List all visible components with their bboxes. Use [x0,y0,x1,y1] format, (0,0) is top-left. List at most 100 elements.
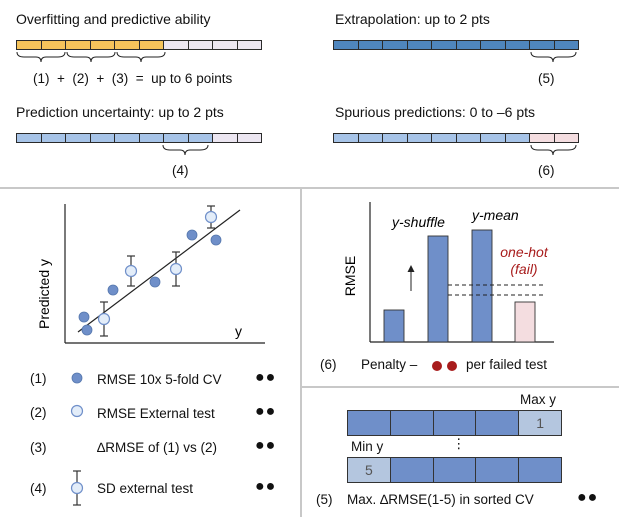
brace-4 [162,144,209,156]
fold-segment [188,134,213,142]
legend-text-2: RMSE External test [97,406,215,421]
legend-num-1: (1) [30,371,47,386]
red-dots-icon [432,361,457,371]
fit-line [77,209,241,333]
fold-segment [66,134,91,142]
fold-segment [41,134,66,142]
penalty-num: (6) [320,357,337,372]
points-indicator: ●● [255,437,277,454]
fold-segment [383,41,408,49]
uncertainty-title: Prediction uncertainty: up to 2 pts [16,104,224,120]
fold-segment [407,134,432,142]
fold-segment [505,134,530,142]
dark-point [149,276,161,288]
points-indicator: ●● [255,369,277,386]
overfitting-formula: (1) + (2) + (3) = up to 6 points [33,71,233,86]
fold-segment [554,41,578,49]
cv-caption-text: Max. ∆RMSE(1-5) in sorted CV [347,492,534,507]
fold-segment [41,41,66,49]
cv-fold [390,411,434,435]
extrapolation-brace [530,51,577,63]
penalty-text: Penalty – [361,357,418,372]
fold-segment [554,134,578,142]
fold-segment [456,41,481,49]
dark-point [186,229,198,241]
fold-segment [456,134,481,142]
cv-fold [390,458,434,482]
uncertainty-label: (4) [172,163,189,178]
fold-segment [213,134,238,142]
right-horizontal-divider [302,386,619,388]
light-point [124,264,138,278]
one-hot-label: one-hot [500,244,549,260]
cv-fold [433,458,477,482]
fold-segment [358,134,383,142]
fold-segment [139,134,164,142]
fold-segment [17,41,42,49]
spurious-label: (6) [538,163,555,178]
legend-text-3: ∆RMSE of (1) vs (2) [97,440,218,455]
x-axis-label: y [235,323,242,339]
legend-text-4: SD external test [97,481,194,496]
fold-segment [164,41,189,49]
fold-segment [383,134,408,142]
fold-segment [358,41,383,49]
overfitting-title: Overfitting and predictive ability [16,11,211,27]
error-bars [100,205,215,337]
spurious-title: Spurious predictions: 0 to –6 pts [335,104,536,120]
penalty-suffix: per failed test [466,357,548,372]
brace-2 [66,51,116,63]
cv-fold-1: 1 [519,411,561,435]
vertical-divider [300,187,302,517]
cv-fold [519,458,561,482]
errorbar-circle-icon [70,470,84,506]
spurious-fold-bar [333,133,579,143]
dark-point [210,234,222,246]
bar-y-shuffle [427,235,449,343]
dark-point [78,311,90,323]
brace-6 [530,144,577,156]
fold-segment [188,41,213,49]
dark-circle-icon [71,372,83,384]
cv-fold [476,458,520,482]
cv-bar-min: 5 [347,457,562,483]
extrapolation-fold-bar [333,40,579,50]
points-indicator: ●● [255,403,277,420]
light-point [97,312,111,326]
fold-segment [530,134,555,142]
extrapolation-label: (5) [538,71,555,86]
y-shuffle-label: y-shuffle [391,214,445,230]
scatter-plot: Predicted y y [36,204,265,344]
overfitting-fold-bar [16,40,262,50]
min-y-label: Min y [351,439,384,454]
legend-num-4: (4) [30,481,47,496]
ellipsis: ⋮ [452,436,466,451]
fold-segment [407,41,432,49]
rmse-bar-panel: RMSE y-shuffle y-mean one-hot (fail) [342,202,554,343]
dark-point [81,324,93,336]
y-mean-label: y-mean [471,207,519,223]
fold-segment [90,134,115,142]
fold-segment [213,41,238,49]
max-y-label: Max y [520,392,557,407]
cv-fold [476,411,520,435]
fold-segment [17,134,42,142]
arrow-head-icon [407,265,415,272]
points-indicator: ●● [255,478,277,495]
fail-label: (fail) [510,261,537,277]
fold-segment [334,134,359,142]
fold-segment [481,134,506,142]
fold-segment [237,134,261,142]
bar-one-hot [514,301,536,343]
bar-baseline [383,309,405,343]
fold-segment [237,41,261,49]
fold-segment [90,41,115,49]
light-circle-icon [70,404,84,418]
fold-segment [432,134,457,142]
fold-segment [481,41,506,49]
overfitting-braces [16,51,166,63]
cv-fold [433,411,477,435]
cv-caption-num: (5) [316,492,333,507]
fold-segment [432,41,457,49]
extrapolation-title: Extrapolation: up to 2 pts [335,11,490,27]
